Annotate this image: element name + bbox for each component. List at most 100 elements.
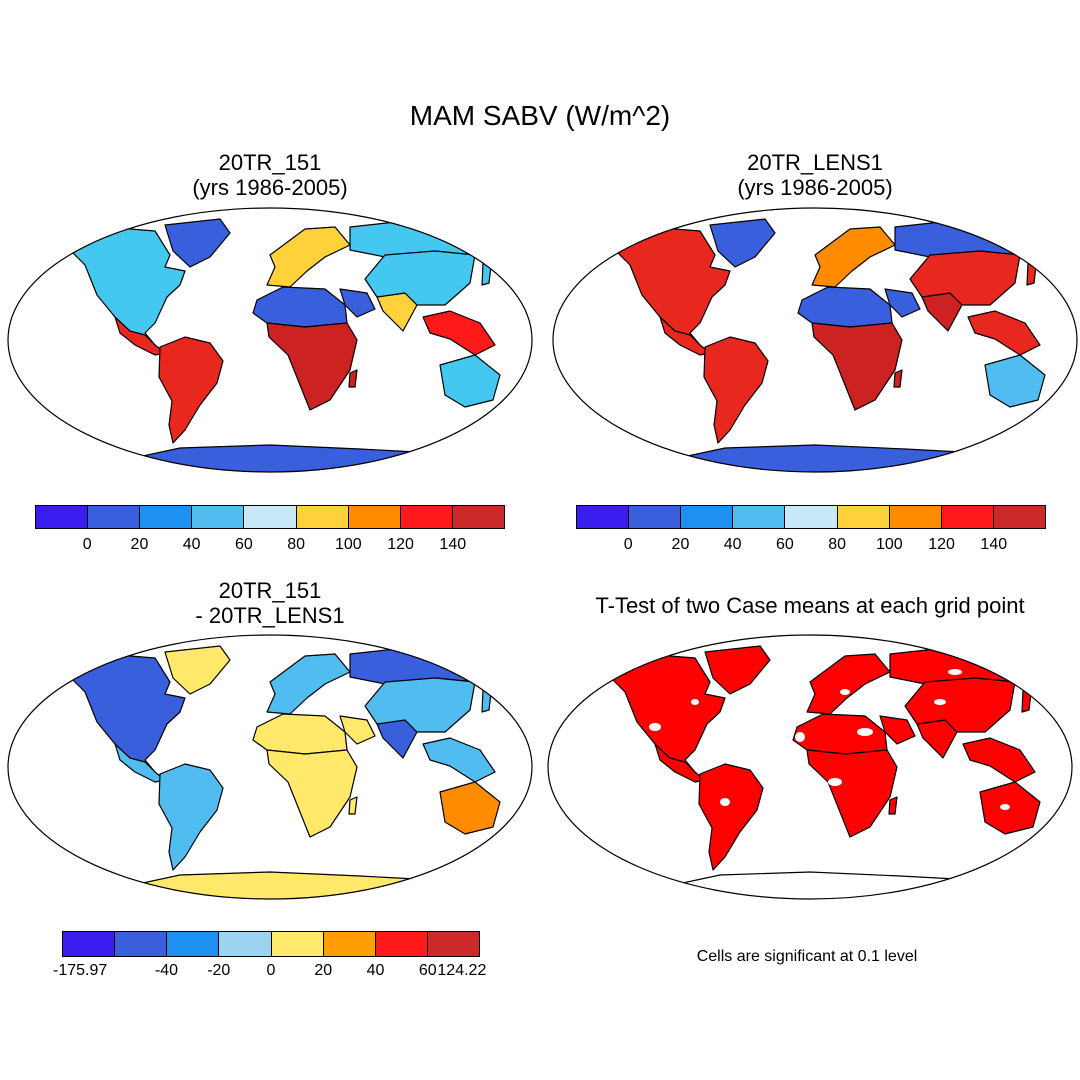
continent-eu (266, 226, 351, 288)
continent-sea (422, 737, 496, 783)
colorbar-swatch (941, 506, 994, 528)
colorbar-tick-label: 120 (387, 536, 414, 553)
colorbar-swatch (244, 506, 297, 528)
map-globe-border (7, 634, 533, 900)
panel-3-title: 20TR_151 - 20TR_LENS1 (120, 578, 420, 628)
colorbar-tick-label: 120 (928, 536, 955, 553)
colorbar-swatch (400, 506, 453, 528)
colorbar-swatch (219, 932, 272, 956)
continent-saf (811, 322, 903, 411)
colorbar-swatch (733, 506, 786, 528)
continent-eu (806, 653, 891, 715)
nonsignificant-area (691, 699, 699, 705)
continent-china (909, 250, 1021, 306)
continent-saf (266, 749, 358, 838)
map-globe-border (552, 207, 1078, 473)
colorbar-panel-1-ticks: 0 20 40 60 80 100 120 140 (35, 536, 505, 556)
colorbar-tick-label: 124.22 (437, 962, 487, 979)
colorbar-swatch (192, 506, 245, 528)
nonsignificant-area (795, 732, 805, 742)
continent-sea (422, 310, 496, 356)
nonsignificant-area (720, 798, 730, 806)
nonsignificant-area (948, 669, 962, 675)
continent-na (64, 226, 186, 346)
significance-note: Cells are significant at 0.1 level (696, 948, 918, 965)
map-globe-border (547, 634, 1073, 900)
colorbar-swatch (375, 932, 428, 956)
colorbar-swatch (452, 506, 504, 528)
continent-na (604, 653, 726, 773)
continent-nz (510, 827, 520, 847)
continent-na (64, 653, 186, 773)
continent-na (609, 226, 731, 346)
colorbar-tick-label: -175.97 (52, 962, 108, 979)
continent-china (904, 677, 1016, 733)
continent-arabia (884, 288, 921, 318)
map-panel-2 (552, 207, 1078, 473)
continent-saf (806, 749, 898, 838)
map-globe-border (7, 207, 533, 473)
colorbar-swatch (36, 506, 89, 528)
colorbar-swatch (629, 506, 682, 528)
colorbar-swatch (323, 932, 376, 956)
panel-2-title: 20TR_LENS1 (yrs 1986-2005) (665, 150, 965, 200)
nonsignificant-area (828, 778, 842, 786)
colorbar-swatch (785, 506, 838, 528)
colorbar-tick-label: 100 (334, 536, 362, 553)
panel-3-title-line1: 20TR_151 (218, 578, 322, 603)
colorbar-tick-label: 100 (875, 536, 903, 553)
colorbar-tick-label: 20 (314, 962, 333, 979)
colorbar-tick-label: 80 (287, 536, 306, 553)
nonsignificant-area (1000, 804, 1010, 810)
panel-1-title: 20TR_151 (yrs 1986-2005) (120, 150, 420, 200)
colorbar-panel-3-ticks: -175.97 -40 -20 0 20 40 60 124.22 (53, 962, 486, 982)
colorbar-tick-label: 60 (234, 536, 253, 553)
colorbar-swatch (140, 506, 193, 528)
colorbar-swatch (681, 506, 734, 528)
colorbar-tick-label: -40 (154, 962, 179, 979)
nonsignificant-area (649, 723, 661, 731)
colorbar-tick-label: 40 (723, 536, 742, 553)
nonsignificant-area (857, 728, 873, 736)
continent-arabia (339, 288, 376, 318)
continent-sam (158, 336, 224, 444)
colorbar-swatch (577, 506, 630, 528)
continent-madagascar (348, 369, 358, 388)
continent-greenland (704, 645, 771, 695)
panel-1-title-line2: (yrs 1986-2005) (192, 175, 348, 200)
continent-sam (158, 763, 224, 871)
colorbar-tick-label: 20 (130, 536, 149, 553)
colorbar-panel-2 (576, 505, 1046, 529)
colorbar-tick-label: 60 (775, 536, 794, 553)
colorbar-tick-label: -20 (207, 962, 231, 979)
colorbar-swatch (296, 506, 349, 528)
colorbar-tick-label: 140 (980, 536, 1008, 553)
colorbar-tick-label: 0 (623, 536, 633, 553)
continent-eu (266, 653, 351, 715)
continent-greenland (164, 645, 231, 695)
continent-aus (984, 354, 1046, 408)
colorbar-swatch (889, 506, 942, 528)
continent-sea (967, 310, 1041, 356)
nonsignificant-area (934, 699, 946, 705)
continent-china (364, 677, 476, 733)
colorbar-swatch (63, 932, 116, 956)
continent-china (364, 250, 476, 306)
panel-2-title-line2: (yrs 1986-2005) (737, 175, 893, 200)
map-panel-4 (547, 634, 1073, 900)
continent-nz (1050, 827, 1060, 847)
continent-nz (510, 400, 520, 420)
colorbar-tick-label: 0 (266, 962, 276, 979)
colorbar-swatch (167, 932, 220, 956)
continent-greenland (164, 218, 231, 268)
colorbar-swatch (271, 932, 324, 956)
colorbar-swatch (115, 932, 168, 956)
colorbar-tick-label: 0 (82, 536, 92, 553)
continent-madagascar (348, 796, 358, 815)
colorbar-swatch (993, 506, 1045, 528)
colorbar-tick-label: 40 (366, 962, 385, 979)
continent-greenland (709, 218, 776, 268)
continent-sam (703, 336, 769, 444)
colorbar-swatch (837, 506, 890, 528)
continent-sea (962, 737, 1036, 783)
